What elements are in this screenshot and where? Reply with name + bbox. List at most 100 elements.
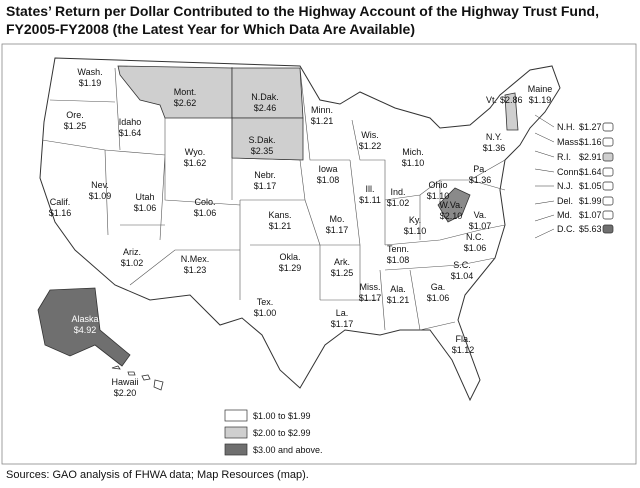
state-name: Wash.: [77, 67, 102, 77]
west-virginia-shape: [437, 187, 471, 223]
state-value: $1.17: [331, 319, 354, 329]
state-name: Hawaii: [111, 377, 138, 387]
state-value: $1.12: [452, 345, 475, 355]
state-value: $1.11: [359, 195, 381, 205]
state-name: N.H.: [557, 122, 575, 132]
leader-line: [534, 132, 555, 143]
state-value: $1.17: [254, 181, 277, 191]
us-outline: [39, 57, 561, 402]
state-name: Nev.: [91, 180, 109, 190]
state-name: Ariz.: [123, 247, 141, 257]
state-name: Tenn.: [387, 244, 409, 254]
state-value: $1.36: [483, 143, 506, 153]
state-name: Okla.: [279, 252, 300, 262]
state-name: Calif.: [50, 197, 71, 207]
state-name: Ohio: [428, 180, 447, 190]
state-value: $1.10: [402, 158, 425, 168]
state-value: $1.21: [269, 221, 292, 231]
state-name: Maine: [528, 84, 553, 94]
state-name: Ark.: [334, 257, 350, 267]
state-value: $2.35: [251, 146, 274, 156]
state-value: $1.27: [579, 122, 602, 132]
state-name: Mo.: [329, 214, 344, 224]
state-name: Colo.: [194, 197, 215, 207]
state-value: $1.21: [387, 295, 410, 305]
state-name: N.Y.: [486, 132, 502, 142]
state-name: Del.: [557, 196, 573, 206]
state-value: $2.86: [500, 95, 523, 105]
state-name: Nebr.: [254, 170, 276, 180]
state-name: Wyo.: [185, 147, 205, 157]
state-swatch: [602, 210, 614, 220]
legend-label: $3.00 and above.: [253, 445, 323, 455]
state-value: $1.25: [64, 121, 87, 131]
state-value: $1.06: [134, 203, 157, 213]
state-value: $1.29: [279, 263, 302, 273]
state-swatch: [602, 167, 614, 177]
leader-line: [534, 200, 555, 205]
state-name: R.I.: [557, 152, 571, 162]
state-name: Va.: [474, 210, 487, 220]
state-name: Ga.: [431, 282, 446, 292]
state-value: $1.09: [89, 191, 112, 201]
state-name: Alaska: [71, 314, 98, 324]
state-value: $2.46: [254, 103, 277, 113]
state-name: N.J.: [557, 181, 573, 191]
state-value: $1.64: [119, 128, 142, 138]
state-value: $1.17: [359, 293, 382, 303]
state-value: $1.07: [579, 210, 602, 220]
state-value: $1.02: [387, 198, 410, 208]
leader-line: [534, 168, 555, 173]
legend-swatch: [224, 426, 248, 439]
leader-line: [534, 228, 555, 239]
state-name: D.C.: [557, 224, 575, 234]
state-value: $1.23: [184, 265, 207, 275]
state-value: $1.06: [464, 243, 487, 253]
state-name: Wis.: [361, 130, 379, 140]
state-swatch: [602, 122, 614, 132]
state-value: $2.62: [174, 98, 197, 108]
state-name: Vt.: [486, 95, 497, 105]
state-name: Kans.: [268, 210, 291, 220]
state-swatch: [602, 181, 614, 191]
state-value: $1.06: [194, 208, 217, 218]
state-value: $1.62: [184, 158, 207, 168]
state-name: Idaho: [119, 117, 142, 127]
state-name: S.Dak.: [248, 135, 275, 145]
legend-label: $2.00 to $2.99: [253, 428, 311, 438]
state-swatch: [602, 224, 614, 234]
state-value: $1.00: [254, 308, 277, 318]
state-value: $1.08: [387, 255, 410, 265]
state-name: Conn.: [557, 167, 581, 177]
leader-line: [534, 214, 555, 222]
state-name: Md.: [557, 210, 572, 220]
source-note: Sources: GAO analysis of FHWA data; Map …: [6, 469, 309, 481]
state-value: $2.10: [440, 211, 463, 221]
state-value: $1.07: [469, 221, 492, 231]
state-name: W.Va.: [439, 200, 462, 210]
state-name: Minn.: [311, 105, 333, 115]
state-name: Ill.: [366, 184, 375, 194]
state-name: N.C.: [466, 232, 484, 242]
state-borders: [41, 67, 506, 331]
state-name: Tex.: [257, 297, 274, 307]
state-name: N.Mex.: [181, 254, 210, 264]
state-name: Ore.: [66, 110, 84, 120]
state-value: $1.16: [49, 208, 72, 218]
state-value: $1.36: [469, 175, 492, 185]
state-value: $1.19: [529, 95, 552, 105]
state-value: $1.08: [317, 175, 340, 185]
state-value: $1.16: [579, 137, 602, 147]
vermont-shape: [504, 92, 519, 131]
alaska-shape: [37, 287, 131, 367]
state-name: Fla.: [455, 334, 470, 344]
state-value: $1.19: [79, 78, 102, 88]
state-name: Miss.: [360, 282, 381, 292]
state-value: $2.20: [114, 388, 137, 398]
state-value: $1.10: [404, 226, 427, 236]
state-value: $2.91: [579, 152, 602, 162]
state-name: Ind.: [390, 187, 405, 197]
state-value: $1.99: [579, 196, 602, 206]
